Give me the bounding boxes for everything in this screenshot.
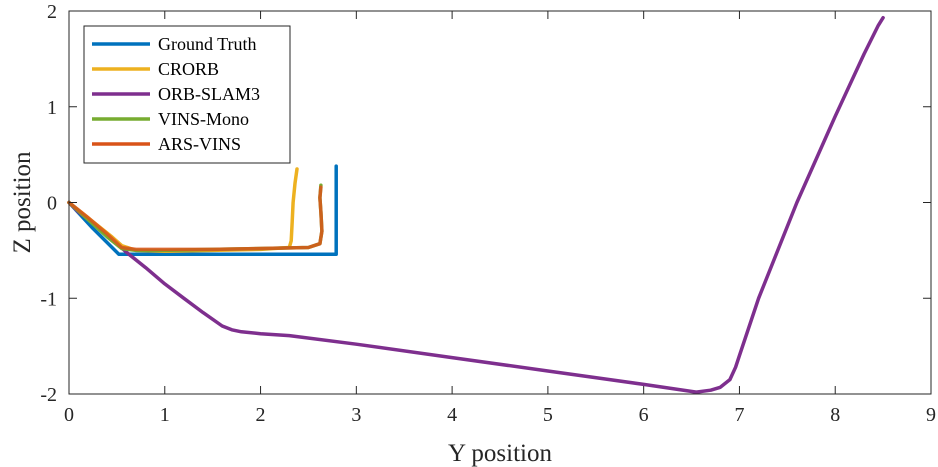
x-tick-label: 1 <box>160 404 170 426</box>
x-tick-label: 0 <box>64 404 74 426</box>
x-tick-label: 7 <box>734 404 744 426</box>
y-tick-label: 1 <box>47 97 57 119</box>
legend-label: VINS-Mono <box>158 109 249 129</box>
legend-label: ARS-VINS <box>158 134 241 154</box>
x-tick-label: 9 <box>926 404 936 426</box>
y-tick-label: 0 <box>47 193 57 215</box>
series-line-ars-vins <box>67 185 324 252</box>
y-tick-label: 2 <box>47 1 57 23</box>
legend: Ground Truth CRORB ORB-SLAM3 VINS-Mono ARS-V… <box>83 25 291 164</box>
y-tick-label: -2 <box>40 384 57 406</box>
axis-ticks: 0 1 2 3 4 5 6 7 8 9 -2 -1 0 1 2 <box>40 1 936 426</box>
legend-label: CRORB <box>158 59 219 79</box>
x-tick-label: 2 <box>256 404 266 426</box>
legend-label: Ground Truth <box>158 34 257 54</box>
x-tick-label: 6 <box>639 404 649 426</box>
y-tick-label: -1 <box>40 288 57 310</box>
x-tick-label: 8 <box>830 404 840 426</box>
x-tick-label: 4 <box>447 404 457 426</box>
y-axis-label: Z position <box>9 151 36 254</box>
plot-lines <box>67 15 885 394</box>
legend-label: ORB-SLAM3 <box>158 84 260 104</box>
series-line-orb-slam3 <box>67 15 885 394</box>
x-tick-label: 3 <box>351 404 361 426</box>
x-tick-label: 5 <box>543 404 553 426</box>
series-line-ground-truth <box>67 164 338 256</box>
x-axis-label: Y position <box>448 440 552 467</box>
